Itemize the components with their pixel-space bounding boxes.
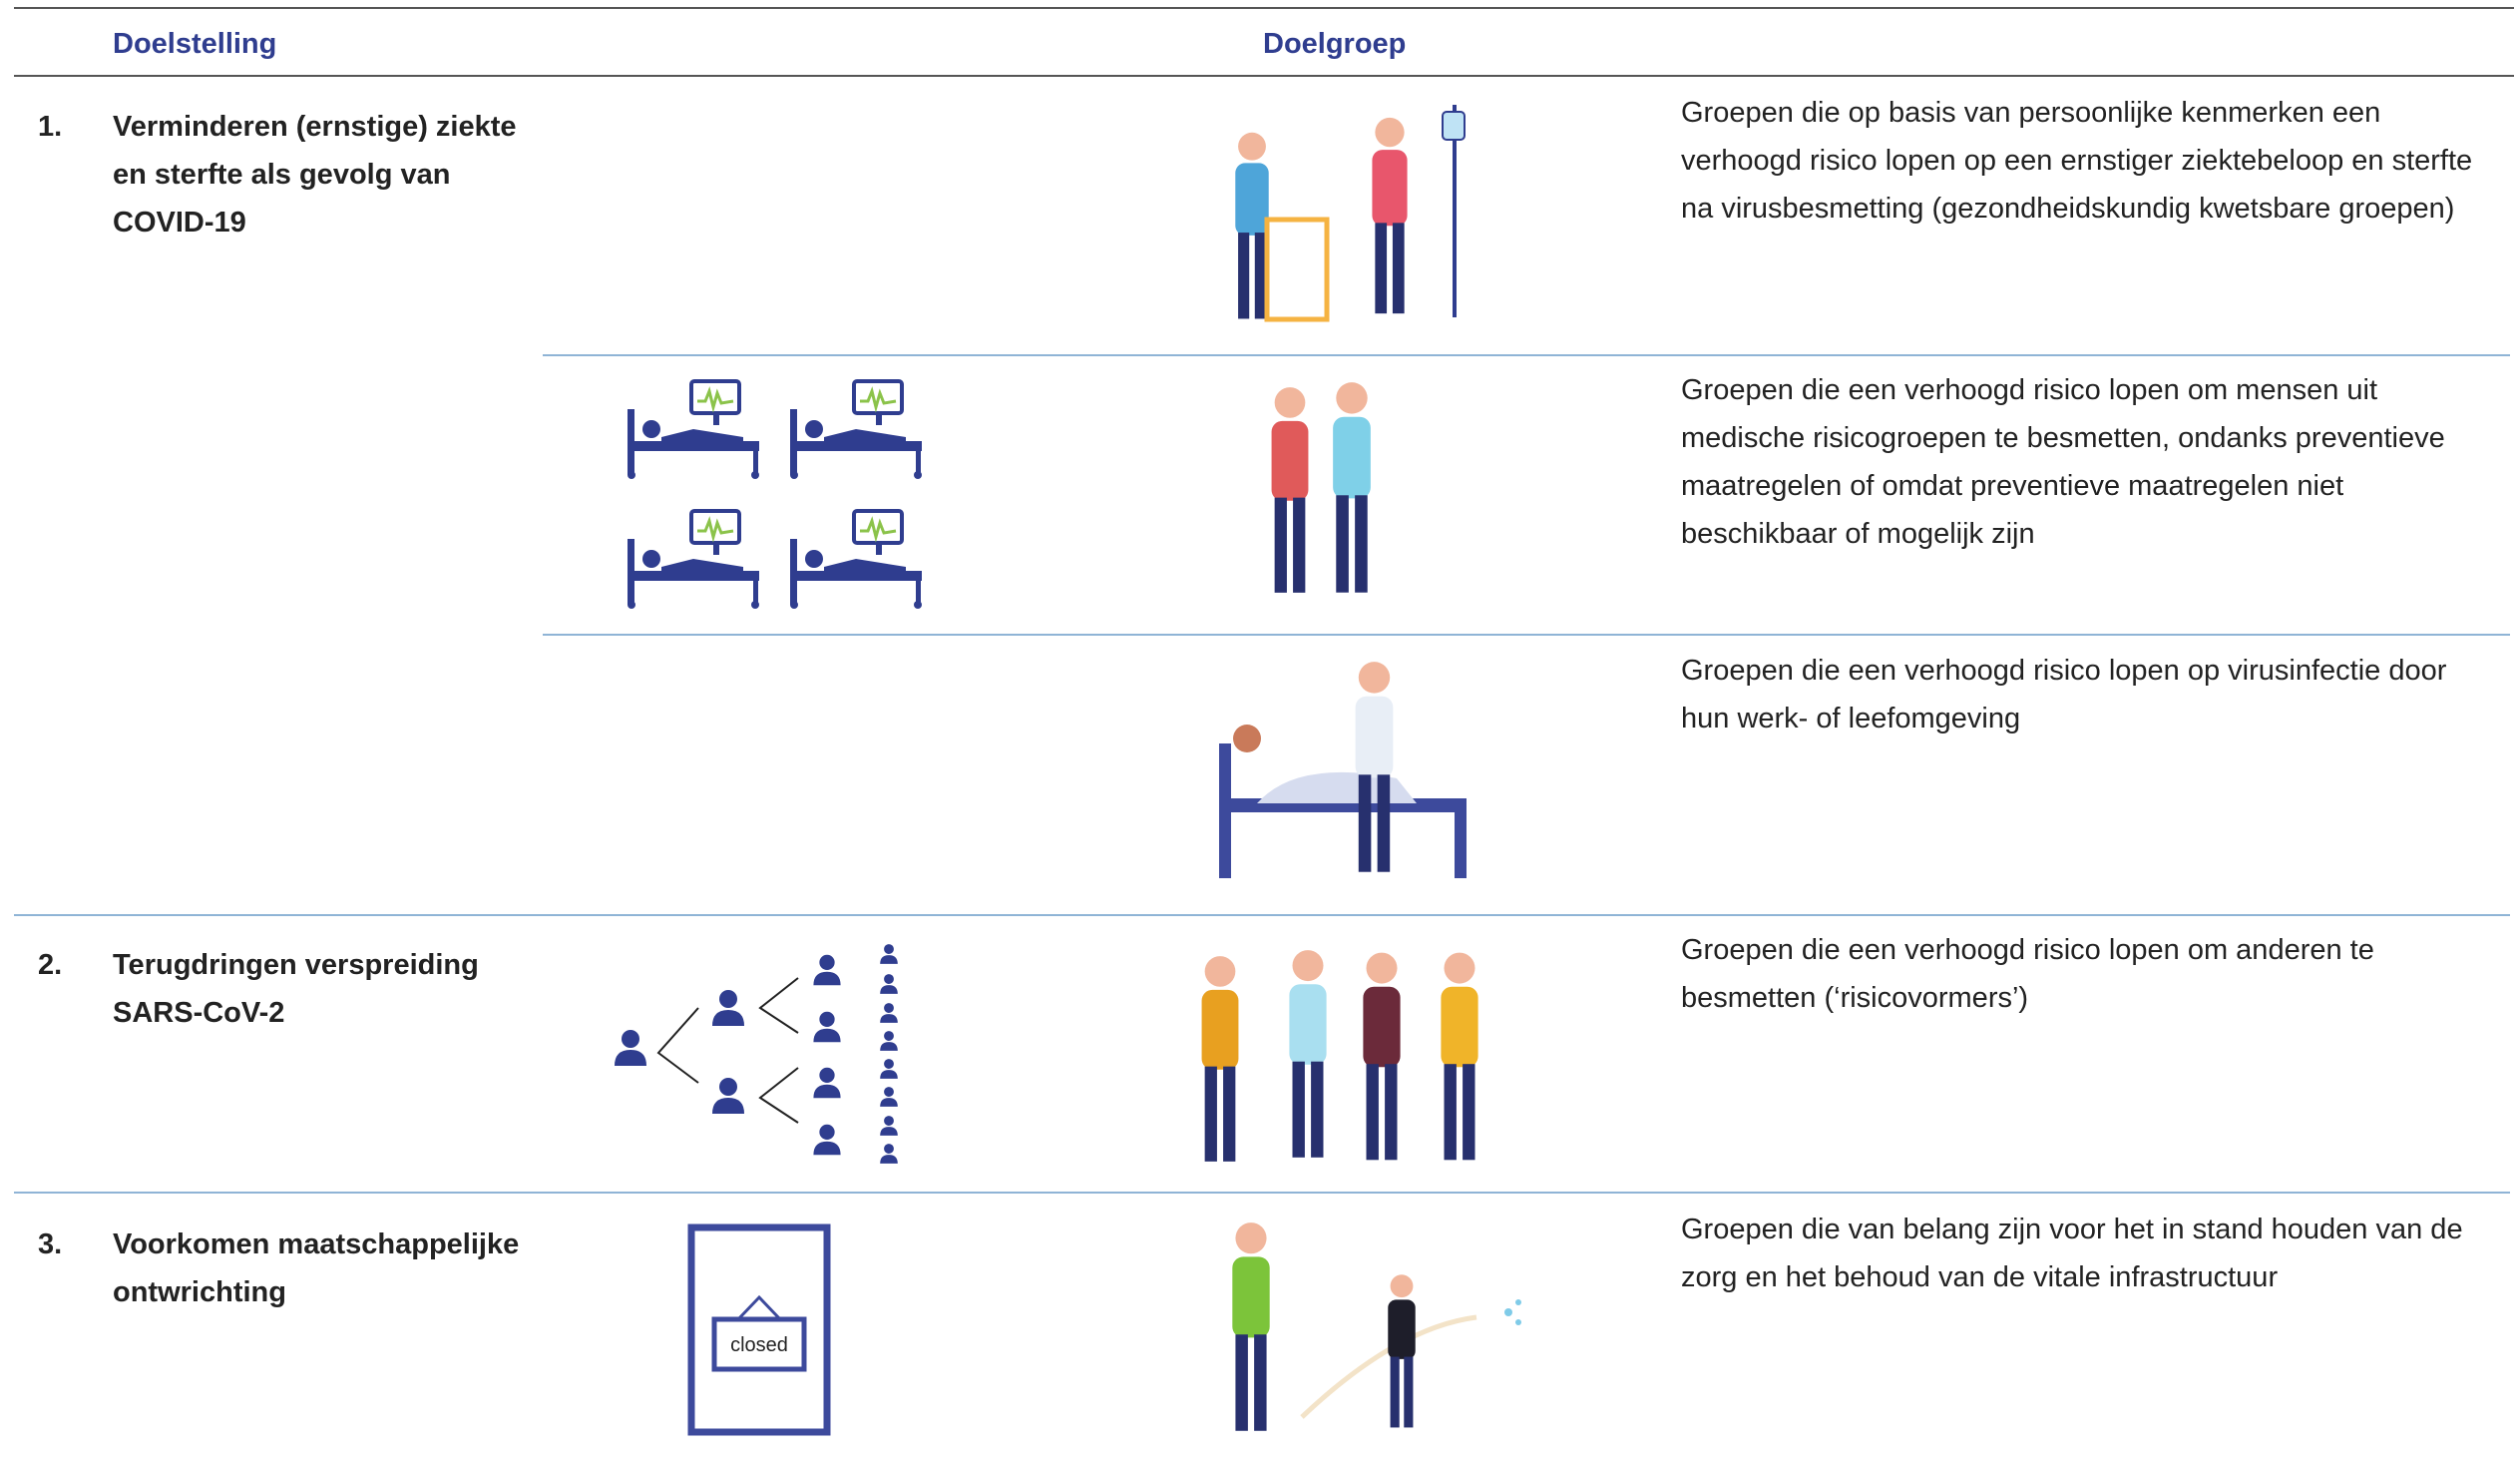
branch xyxy=(758,977,799,1034)
water-spray xyxy=(1504,1308,1512,1316)
header-target-group: Doelgroep xyxy=(1263,28,1407,60)
sign-label: closed xyxy=(730,1334,788,1356)
row-number: 3. xyxy=(38,1228,63,1260)
blanket xyxy=(1257,771,1417,803)
caregiver xyxy=(1271,387,1309,593)
door xyxy=(687,1223,831,1436)
closed-sign xyxy=(711,1316,807,1372)
elderly-person xyxy=(1333,382,1371,593)
person-icon xyxy=(712,1078,744,1114)
firefighter xyxy=(1388,1274,1416,1428)
person-icon xyxy=(813,1124,841,1156)
goal: Terugdringen verspreiding SARS-CoV-2 xyxy=(113,949,479,1029)
hospital-bed xyxy=(1219,743,1231,878)
patient-head xyxy=(1233,725,1261,752)
target-group: Groepen die op basis van persoonlijke ke… xyxy=(1681,97,2473,225)
bed-icon xyxy=(788,379,924,479)
water-spray xyxy=(1515,1319,1521,1325)
goal: Voorkomen maatschappelijke ontwrichting xyxy=(113,1228,520,1308)
iv-bag xyxy=(1442,111,1466,141)
hospital-bed xyxy=(1455,798,1467,878)
person-icon xyxy=(880,1116,898,1136)
person-icon xyxy=(880,1031,898,1051)
bed-icon xyxy=(626,509,761,609)
bed-icon xyxy=(788,509,924,609)
person-icon xyxy=(880,944,898,964)
young-person xyxy=(1201,956,1239,1162)
water-spray xyxy=(1515,1299,1521,1305)
header-goal: Doelstelling xyxy=(113,28,277,60)
branch xyxy=(656,1007,699,1084)
person-icon xyxy=(813,954,841,986)
row-number: 2. xyxy=(38,949,63,981)
young-person xyxy=(1441,952,1478,1161)
person-icon xyxy=(615,1030,646,1066)
person-icon xyxy=(712,990,744,1026)
branch xyxy=(758,1067,799,1124)
target-group: Groepen die van belang zijn voor het in … xyxy=(1681,1214,2463,1293)
young-person xyxy=(1289,950,1327,1158)
target-group: Groepen die een verhoogd risico lopen om… xyxy=(1681,934,2374,1014)
person-icon xyxy=(880,1144,898,1164)
person-icon xyxy=(813,1067,841,1099)
goal: Verminderen (ernstige) ziekte en sterfte… xyxy=(113,111,517,239)
person-icon xyxy=(880,974,898,994)
patient xyxy=(1372,117,1408,314)
target-group: Groepen die een verhoogd risico lopen om… xyxy=(1681,374,2445,550)
bed-icon xyxy=(626,379,761,479)
person-icon xyxy=(813,1011,841,1043)
row-number: 1. xyxy=(38,111,63,143)
person-icon xyxy=(880,1003,898,1023)
young-person xyxy=(1363,952,1401,1161)
person-icon xyxy=(880,1059,898,1079)
target-group: Groepen die een verhoogd risico lopen op… xyxy=(1681,655,2447,734)
doctor xyxy=(1355,662,1394,872)
person-icon xyxy=(880,1087,898,1107)
walker xyxy=(1264,217,1330,322)
elderly-person xyxy=(1235,132,1269,319)
nurse xyxy=(1232,1222,1270,1431)
sign-string xyxy=(736,1294,782,1321)
